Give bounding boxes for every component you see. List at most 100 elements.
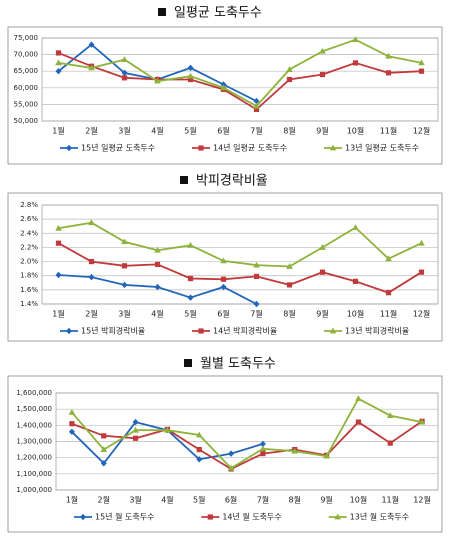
marker: [69, 421, 75, 427]
marker: [100, 446, 108, 452]
marker: [387, 440, 393, 446]
plot-frame: [55, 392, 439, 491]
marker: [386, 412, 394, 419]
marker: [385, 290, 392, 296]
legend-label: 14년 일평균 도축두수: [213, 143, 287, 153]
x-tick-label: 1월: [66, 495, 78, 505]
marker: [154, 261, 161, 267]
x-tick-label: 3월: [118, 309, 130, 319]
marker: [291, 447, 299, 454]
marker: [121, 69, 128, 77]
marker: [385, 255, 392, 262]
y-tick-label: 65,000: [14, 67, 39, 75]
marker: [55, 68, 62, 75]
marker: [187, 241, 194, 248]
marker: [164, 426, 171, 433]
marker: [100, 460, 107, 467]
x-tick-label: 8월: [283, 126, 295, 136]
marker: [195, 431, 203, 438]
series-line: [71, 420, 423, 471]
marker: [121, 263, 128, 269]
legend-label: 14년 박피경락비율: [213, 326, 277, 336]
x-tick-label: 11월: [380, 126, 398, 136]
y-tick-label: 1.8%: [20, 272, 38, 280]
marker: [319, 244, 326, 250]
marker: [253, 300, 260, 308]
marker: [55, 50, 62, 56]
marker: [88, 273, 95, 281]
marker: [418, 269, 425, 275]
y-tick-label: 70,000: [14, 51, 39, 59]
legend-marker: [66, 144, 72, 152]
plot-frame: [41, 37, 439, 122]
marker: [187, 294, 194, 301]
marker: [121, 281, 128, 289]
marker: [227, 464, 235, 471]
legend-label: 13년 박피경락비율: [345, 326, 409, 336]
marker: [220, 84, 227, 91]
marker: [55, 271, 62, 279]
series-line: [58, 221, 422, 268]
marker: [259, 440, 266, 448]
x-tick-label: 1월: [52, 126, 64, 136]
x-tick-label: 10월: [350, 495, 368, 505]
marker: [286, 76, 293, 83]
y-tick-label: 2.0%: [20, 258, 38, 266]
y-tick-label: 1,200,000: [16, 454, 52, 462]
legend-label: 14년 월 도축두수: [222, 512, 281, 522]
legend-marker: [207, 514, 213, 520]
x-tick-label: 4월: [161, 495, 173, 505]
marker: [259, 445, 267, 452]
title-bullet: [180, 176, 188, 184]
x-tick-label: 11월: [381, 495, 399, 505]
marker: [121, 75, 128, 81]
legend-label: 15년 일평균 도축두수: [81, 143, 155, 153]
marker: [355, 395, 362, 402]
marker: [132, 426, 139, 433]
legend-marker: [198, 328, 204, 334]
y-tick-label: 1,500,000: [16, 405, 52, 413]
y-tick-label: 1,600,000: [16, 389, 52, 397]
legend-label: 13년 월 도축두수: [350, 512, 409, 522]
marker: [196, 456, 203, 463]
x-tick-label: 7월: [257, 495, 269, 505]
panel: [7, 192, 443, 342]
marker: [101, 433, 107, 439]
marker: [253, 97, 260, 105]
marker: [352, 278, 359, 284]
marker: [352, 60, 359, 66]
series-line: [58, 52, 422, 111]
marker: [154, 283, 161, 291]
marker: [132, 435, 139, 441]
marker: [352, 224, 359, 231]
marker: [121, 56, 128, 62]
x-tick-label: 10월: [347, 309, 365, 319]
marker: [319, 269, 326, 275]
marker: [286, 282, 293, 288]
x-tick-label: 4월: [151, 126, 163, 136]
legend-marker: [198, 145, 204, 151]
chart-title: 월별 도축두수: [200, 357, 276, 372]
marker: [319, 71, 326, 78]
y-tick-label: 1,100,000: [16, 470, 52, 478]
legend-marker: [80, 513, 86, 521]
series-line: [58, 242, 422, 294]
x-tick-label: 1월: [52, 309, 64, 319]
x-tick-label: 12월: [413, 309, 431, 319]
marker: [253, 102, 260, 109]
x-tick-label: 12월: [413, 495, 431, 505]
marker: [55, 224, 62, 231]
marker: [88, 41, 95, 48]
x-tick-label: 12월: [413, 126, 431, 136]
x-tick-label: 10월: [347, 126, 365, 136]
x-tick-label: 7월: [250, 309, 262, 319]
x-tick-label: 9월: [320, 495, 332, 505]
marker: [418, 239, 425, 246]
y-tick-label: 75,000: [14, 34, 39, 42]
marker: [286, 263, 293, 269]
marker: [154, 77, 161, 84]
legend-marker: [66, 327, 72, 335]
x-tick-label: 7월: [250, 126, 262, 136]
marker: [323, 452, 330, 459]
